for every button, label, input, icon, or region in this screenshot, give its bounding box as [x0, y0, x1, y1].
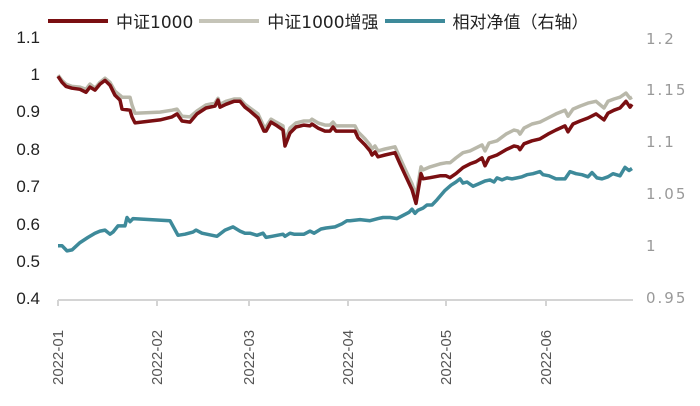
- legend-item-csi1000-enhanced: 中证1000增强: [199, 8, 379, 33]
- x-tick-label: 2022-01: [50, 329, 67, 385]
- y-right-tick-label: 1.05: [646, 185, 688, 203]
- legend-swatch-csi1000-enhanced: [199, 18, 260, 23]
- y-right-tick-label: 1.15: [646, 81, 688, 99]
- x-tick-label: 2022-02: [149, 329, 166, 385]
- x-tick-label: 2022-05: [438, 329, 455, 385]
- y-right-tick-label: 0.95: [646, 289, 688, 307]
- series-line: [56, 74, 633, 198]
- x-tick-label: 2022-06: [538, 329, 555, 385]
- legend-item-csi1000: 中证1000: [48, 8, 193, 33]
- y-left-tick-label: 1.1: [16, 28, 40, 47]
- legend-swatch-csi1000: [48, 18, 108, 23]
- legend-label-relative-nav: 相对净值（右轴）: [452, 13, 589, 33]
- legend-label-csi1000-enhanced: 中证1000增强: [267, 13, 379, 33]
- series-line: [58, 165, 633, 253]
- legend: 中证1000 中证1000增强 相对净值（右轴）: [48, 8, 595, 33]
- series-line: [56, 75, 634, 206]
- y-left-tick-label: 0.4: [16, 289, 40, 308]
- x-axis-ticks: [57, 300, 547, 306]
- y-left-tick-label: 0.5: [16, 252, 40, 271]
- y-left-tick-label: 0.9: [16, 102, 40, 121]
- legend-label-csi1000: 中证1000: [116, 13, 194, 33]
- legend-swatch-relative-nav: [384, 18, 445, 23]
- y-right-tick-label: 1.2: [646, 30, 676, 48]
- y-right-tick-label: 1: [646, 237, 658, 255]
- y-right-tick-label: 1.1: [646, 133, 676, 151]
- x-tick-label: 2022-04: [340, 329, 357, 385]
- x-tick-label: 2022-03: [241, 329, 258, 385]
- y-left-tick-label: 0.8: [16, 140, 40, 159]
- y-left-tick-label: 1: [30, 65, 40, 84]
- y-left-tick-label: 0.6: [16, 215, 40, 234]
- series-lines: [56, 74, 634, 253]
- y-left-tick-label: 0.7: [16, 177, 40, 196]
- legend-item-relative-nav: 相对净值（右轴）: [384, 8, 589, 33]
